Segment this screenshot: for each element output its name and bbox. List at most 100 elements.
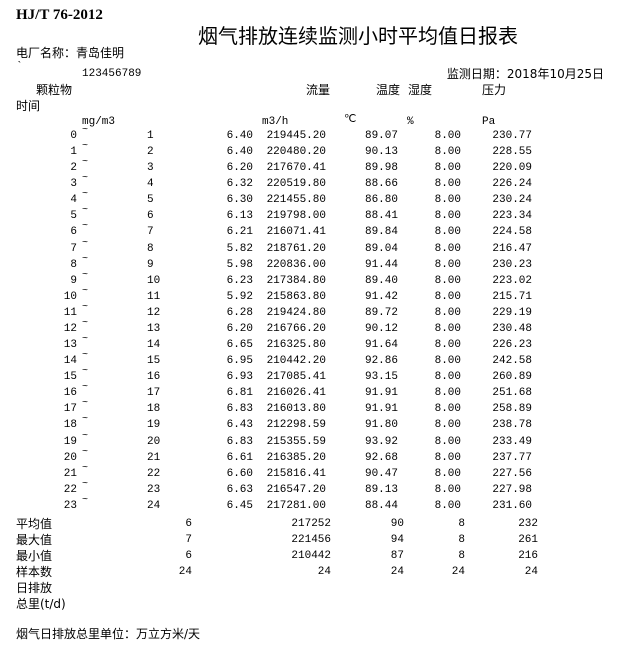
hour-end: 17 xyxy=(147,387,161,400)
summary-humidity: 8 xyxy=(458,534,465,546)
hour-end: 3 xyxy=(147,162,154,175)
flow-value: 221455.80 xyxy=(266,194,326,207)
unit-flow: m3/h xyxy=(262,116,289,128)
hour-start: 22 xyxy=(63,483,77,496)
hour-start: 17 xyxy=(63,403,77,416)
flow-value: 216325.80 xyxy=(266,339,326,352)
hour-end: 19 xyxy=(147,419,161,432)
summary-flow: 210442 xyxy=(291,550,331,562)
humidity-value: 8.00 xyxy=(434,355,461,368)
tilde-separator: ~ xyxy=(82,446,89,458)
humidity-value: 8.00 xyxy=(434,194,461,207)
humidity-value: 8.00 xyxy=(434,162,461,175)
hour-end: 13 xyxy=(147,322,161,335)
humidity-value: 8.00 xyxy=(434,435,461,448)
hour-start: 5 xyxy=(70,210,77,223)
hour-start: 19 xyxy=(63,435,77,448)
hour-end: 21 xyxy=(147,451,161,464)
particulate-value: 6.43 xyxy=(226,419,253,432)
pressure-value: 215.71 xyxy=(492,290,532,303)
humidity-value: 8.00 xyxy=(434,178,461,191)
humidity-value: 8.00 xyxy=(434,226,461,239)
hour-end: 24 xyxy=(147,499,161,512)
unit-pressure: Pa xyxy=(482,116,496,128)
plant-code: 123456789 xyxy=(82,68,142,80)
summary-pressure: 216 xyxy=(518,550,538,562)
tilde-separator: ~ xyxy=(82,334,89,346)
tilde-separator: ~ xyxy=(82,173,89,185)
hour-end: 7 xyxy=(147,226,154,239)
temp-value: 91.64 xyxy=(364,339,398,352)
summary-label: 平均值 xyxy=(16,517,53,531)
hour-end: 20 xyxy=(147,435,161,448)
pressure-value: 224.58 xyxy=(492,226,532,239)
tilde-separator: ~ xyxy=(82,414,89,426)
particulate-value: 5.82 xyxy=(226,242,253,255)
hour-start: 13 xyxy=(63,339,77,352)
flow-value: 220480.20 xyxy=(266,146,326,159)
tilde-separator: ~ xyxy=(82,366,89,378)
daily-emission-label: 日排放 xyxy=(16,581,53,595)
tilde-separator: ~ xyxy=(82,317,89,329)
temp-value: 88.66 xyxy=(364,178,398,191)
hour-end: 8 xyxy=(147,242,154,255)
particulate-value: 5.92 xyxy=(226,290,253,303)
humidity-value: 8.00 xyxy=(434,483,461,496)
tilde-separator: ~ xyxy=(82,157,89,169)
pressure-value: 237.77 xyxy=(492,451,532,464)
pressure-value: 251.68 xyxy=(492,387,532,400)
hour-start: 20 xyxy=(63,451,77,464)
hour-start: 12 xyxy=(63,322,77,335)
particulate-value: 6.13 xyxy=(226,210,253,223)
pressure-value: 228.55 xyxy=(492,146,532,159)
pressure-value: 230.24 xyxy=(492,194,532,207)
flow-value: 217670.41 xyxy=(266,162,326,175)
hour-end: 1 xyxy=(147,130,154,142)
hour-end: 6 xyxy=(147,210,154,223)
flow-value: 215816.41 xyxy=(266,467,326,480)
summary-temp: 87 xyxy=(390,550,404,562)
hour-end: 18 xyxy=(147,403,161,416)
hour-end: 2 xyxy=(147,146,154,159)
hour-end: 14 xyxy=(147,339,161,352)
tilde-separator: ~ xyxy=(82,221,89,233)
humidity-value: 8.00 xyxy=(434,290,461,303)
pressure-value: 238.78 xyxy=(492,419,532,432)
pressure-value: 230.77 xyxy=(492,130,532,142)
hour-end: 23 xyxy=(147,483,161,496)
summary-humidity: 24 xyxy=(451,566,465,578)
temp-value: 89.98 xyxy=(364,162,398,175)
pressure-value: 233.49 xyxy=(492,435,532,448)
tilde-separator: ~ xyxy=(82,350,89,362)
particulate-value: 6.63 xyxy=(226,483,253,496)
particulate-value: 6.20 xyxy=(226,162,253,175)
flow-value: 217085.41 xyxy=(266,371,326,384)
report-title: 烟气排放连续监测小时平均值日报表 xyxy=(198,24,518,48)
summary-label: 最大值 xyxy=(16,533,53,547)
tilde-separator: ~ xyxy=(82,125,89,136)
temp-value: 89.04 xyxy=(364,242,398,255)
hour-start: 1 xyxy=(70,146,77,159)
temp-value: 91.80 xyxy=(364,419,398,432)
particulate-value: 6.83 xyxy=(226,435,253,448)
unit-temp: ℃ xyxy=(344,114,357,126)
summary-particulate: 6 xyxy=(185,518,192,530)
hour-start: 15 xyxy=(63,371,77,384)
particulate-value: 6.32 xyxy=(226,178,253,191)
pressure-value: 227.98 xyxy=(492,483,532,496)
monitor-date: 监测日期：2018年10月25日 xyxy=(446,67,604,81)
particulate-value: 6.95 xyxy=(226,355,253,368)
hour-start: 21 xyxy=(63,467,77,480)
pressure-value: 223.02 xyxy=(492,274,532,287)
hour-start: 11 xyxy=(63,306,77,319)
particulate-value: 6.60 xyxy=(226,467,253,480)
humidity-value: 8.00 xyxy=(434,467,461,480)
header-time: 时间 xyxy=(16,99,41,113)
particulate-value: 6.30 xyxy=(226,194,253,207)
humidity-value: 8.00 xyxy=(434,499,461,512)
pressure-value: 223.34 xyxy=(492,210,532,223)
hour-end: 9 xyxy=(147,258,154,271)
pressure-value: 230.48 xyxy=(492,322,532,335)
tilde-separator: ~ xyxy=(82,269,89,281)
temp-value: 88.41 xyxy=(364,210,398,223)
